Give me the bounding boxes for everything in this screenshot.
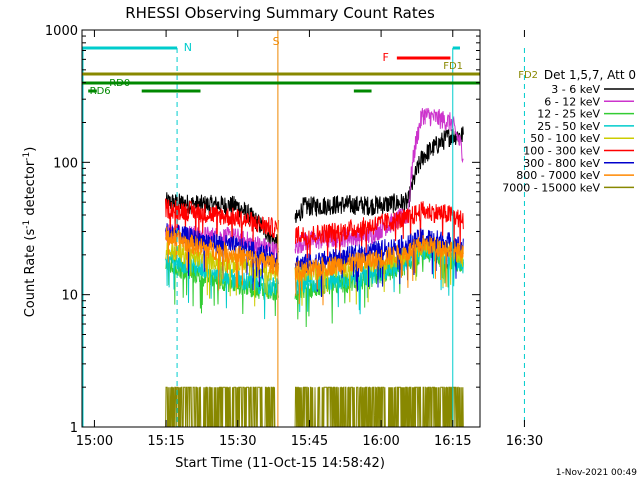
series-line — [165, 198, 279, 250]
legend-label: 7000 - 15000 keV — [502, 181, 600, 194]
annotation-n-label: N — [184, 41, 192, 54]
annotation-s-label: S — [273, 35, 280, 48]
legend-title: Det 1,5,7, Att 0 — [544, 68, 636, 82]
annotation-rd0-label: RD0 — [109, 78, 130, 89]
series-line — [294, 126, 464, 223]
axis-layer: 15:00 15:15 15:30 15:45 16:00 16:15 16:30 1 10 10… — [45, 24, 543, 449]
chart-title: RHESSI Observing Summary Count Rates — [125, 4, 435, 22]
series-line — [165, 249, 279, 320]
series-line — [294, 235, 464, 306]
series-line — [165, 226, 279, 291]
legend-label: 25 - 50 keV — [537, 120, 600, 133]
y-tick-label: 10 — [61, 289, 78, 304]
series-line — [294, 201, 464, 266]
annotation-rd6-label: RD6 — [90, 86, 111, 97]
footer-timestamp: 1-Nov-2021 00:49 — [556, 468, 638, 478]
x-tick-label: 15:15 — [147, 434, 184, 449]
legend-label: 3 - 6 keV — [551, 83, 600, 96]
legend-label: 12 - 25 keV — [537, 108, 600, 121]
y-tick-label: 100 — [53, 156, 78, 171]
legend-label: 50 - 100 keV — [530, 132, 600, 145]
annotation-f-label: F — [383, 51, 389, 64]
legend-label: 300 - 800 keV — [523, 157, 600, 170]
x-tick-label: 16:15 — [434, 434, 471, 449]
series-layer — [165, 107, 464, 428]
plot-frame — [81, 29, 481, 428]
series-line — [294, 386, 464, 428]
x-axis-label: Start Time (11-Oct-15 14:58:42) — [175, 456, 385, 471]
x-tick-label: 16:30 — [506, 434, 543, 449]
series-line — [165, 256, 279, 317]
legend-label: 800 - 7000 keV — [516, 169, 600, 182]
legend-label: 6 - 12 keV — [544, 95, 600, 108]
annotation-fd1-label: FD1 — [443, 61, 463, 72]
annotation-fd2-label: FD2 — [518, 70, 538, 81]
y-axis-label: Count Rate (s-1 detector-1) — [22, 147, 38, 318]
y-tick-label: 1 — [70, 421, 78, 436]
x-tick-label: 15:45 — [291, 434, 328, 449]
series-line — [165, 386, 279, 428]
x-tick-label: 15:00 — [76, 434, 113, 449]
x-tick-label: 16:00 — [362, 434, 399, 449]
legend-label: 100 - 300 keV — [523, 145, 600, 158]
y-tick-label: 1000 — [45, 24, 78, 39]
x-tick-label: 15:30 — [219, 434, 256, 449]
